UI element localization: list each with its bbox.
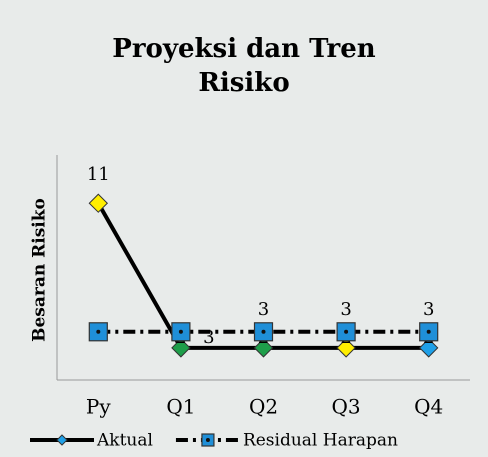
marker [253,338,274,358]
data-label: 3 [340,299,351,320]
marker-dot [178,329,183,334]
marker [336,338,356,358]
marker [201,433,215,447]
x-tick-label: Q1 [166,395,195,419]
x-tick-label: Q4 [414,395,443,419]
marker [336,322,356,342]
marker-dot [344,329,349,334]
x-tick-label: Q2 [249,395,278,419]
chart-title: Proyeksi dan Tren Risiko [112,34,375,98]
marker [171,322,191,342]
marker [253,322,274,342]
marker [171,338,191,358]
marker [419,322,439,342]
marker [88,193,109,213]
x-tick-label: Py [86,395,111,419]
data-label: 3 [203,327,214,348]
legend-label: Residual Harapan [243,431,398,451]
data-label: 11 [87,164,110,185]
y-axis-label: Besaran Risiko [30,198,50,342]
x-tick-label: Q3 [332,395,361,419]
marker-dot [96,329,101,334]
marker-dot [426,329,431,334]
marker [56,434,68,446]
data-label: 3 [423,299,434,320]
marker [418,338,439,358]
data-label: 3 [258,299,269,320]
marker-dot [261,329,266,334]
marker-dot [205,438,210,442]
marker [88,322,108,342]
legend-label: Aktual [96,431,153,451]
